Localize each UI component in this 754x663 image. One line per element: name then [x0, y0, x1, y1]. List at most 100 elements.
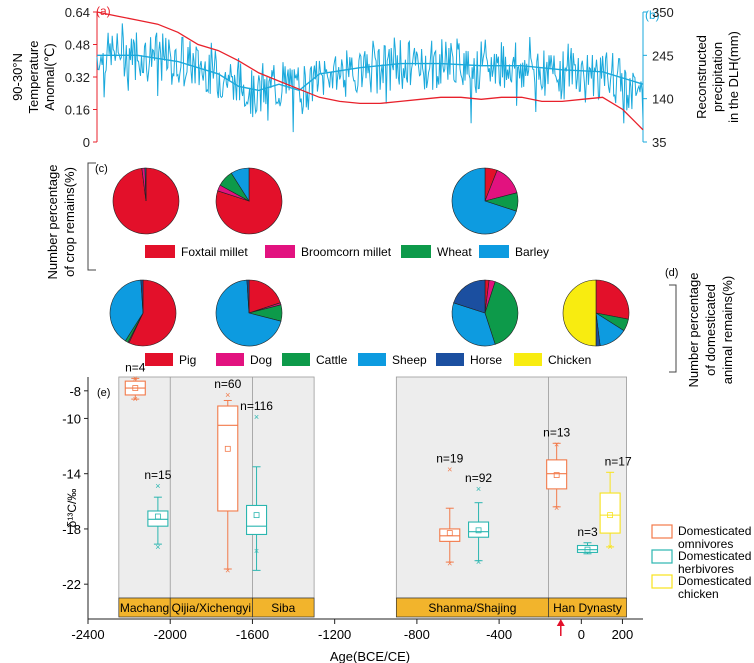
isotope-axes: -8 -10 -14 -18 -22 -2400 -2000 -1600 -1200 -800 -4…: [62, 377, 643, 642]
period-label: Han Dynasty: [553, 601, 622, 615]
box-body: [439, 528, 461, 542]
box-n-label: n=17: [605, 454, 632, 468]
crop-axis-title-line: of crop remains(%): [62, 167, 77, 277]
crop-legend-swatch: [145, 245, 175, 258]
age-tick-label: -1200: [318, 627, 351, 642]
box-n-label: n=13: [543, 425, 570, 439]
box-mean: [253, 512, 260, 519]
isotope-legend-label: Domesticated: [678, 524, 751, 538]
period-shading-band: [118, 376, 315, 599]
isotope-legend-label: Domesticated: [678, 574, 751, 588]
pie-slice: [451, 302, 496, 347]
precipitation-tick-label: 245: [652, 48, 674, 63]
boxplot-herbivores: ××n=92: [465, 471, 492, 567]
panel-c-label: (c): [95, 163, 108, 175]
crop-legend-label: Barley: [515, 245, 549, 259]
animal-legend-label: Dog: [250, 353, 272, 367]
crop-legend-label: Broomcorn millet: [301, 245, 392, 259]
age-tick-label: -2400: [71, 627, 104, 642]
crop-pie-2: [215, 167, 283, 235]
box-body: [246, 504, 268, 536]
box-body: [217, 405, 239, 512]
animal-axis-title-line: animal remains(%): [720, 276, 735, 384]
panel-a-label: (a): [96, 4, 111, 18]
boxplot-herbivores: ××n=15: [144, 468, 171, 552]
box-mean: [475, 527, 482, 534]
isotope-legend-label: Domesticated: [678, 549, 751, 563]
animal-pie-2: [215, 279, 283, 347]
crop-pie-1: [112, 167, 180, 235]
age-tick-label: -800: [404, 627, 430, 642]
isotope-legend-swatch: [651, 549, 673, 564]
animal-legend-swatch: [514, 353, 542, 366]
box-outlier: ×: [447, 465, 452, 475]
boxplot-herbivores: ××n=116: [240, 399, 273, 571]
pie-slice: [595, 279, 630, 320]
box-outlier: ×: [554, 503, 559, 513]
box-body: [147, 510, 169, 527]
precipitation-tick-label: 350: [652, 5, 674, 20]
box-outlier: ×: [155, 481, 160, 491]
box-body: [546, 459, 568, 490]
animal-legend-label: Pig: [179, 353, 196, 367]
pie-slice: [451, 167, 517, 235]
period-label: Qijia/Xichengyi: [172, 601, 251, 615]
temperature-line: [96, 11, 644, 131]
precipitation-tick-label: 35: [652, 135, 666, 150]
crop-legend-swatch: [479, 245, 509, 258]
crop-legend-swatch: [265, 245, 295, 258]
crop-pie-3: [451, 167, 519, 235]
crop-legend: Foxtail millet Broomcorn millet Wheat Barle…: [145, 245, 549, 259]
animal-legend-label: Cattle: [316, 353, 348, 367]
temperature-axis-title-line: Anomal(℃): [42, 43, 57, 110]
pie-slice: [128, 279, 177, 347]
animal-axis-title-line: Number percentage: [686, 273, 701, 388]
box-outlier: ×: [554, 440, 559, 450]
animal-axis-title: Number percentage of domesticated animal r…: [686, 273, 735, 388]
age-tick-label: -400: [486, 627, 512, 642]
period-segment: [252, 597, 315, 618]
pie-slice: [215, 279, 282, 347]
pie-slice: [144, 167, 147, 202]
panel-e-isotopes: (e) -8-10-14-18-22-2400 -2000 -1600 -1200 -8…: [62, 360, 751, 663]
temperature-tick-label: 0.32: [65, 70, 90, 85]
isotope-tick-label: -10: [62, 411, 81, 426]
panel-b-label: (b): [645, 8, 660, 22]
crop-axis-title-line: Number percentage: [45, 165, 60, 280]
boxplot-omnivores: ××n=60: [214, 377, 241, 575]
animal-legend-swatch: [282, 353, 310, 366]
animal-legend-label: Horse: [470, 353, 502, 367]
panel-ab-climate: (a) (b) 90-30°N Temperature Anomal(℃) Reco…: [10, 4, 741, 150]
isotope-tick-label: -18: [62, 522, 81, 537]
animal-pie-3: [451, 279, 519, 347]
box-mean: [607, 512, 614, 519]
box-outlier: ×: [476, 557, 481, 567]
box-outlier: ×: [155, 542, 160, 552]
crop-axis-title: Number percentage of crop remains(%): [45, 165, 77, 280]
precipitation-trend-line: [97, 54, 644, 92]
boxplot-omnivores: ××n=4: [124, 360, 146, 404]
temperature-tick-label: 0.48: [65, 38, 90, 53]
age-tick-label: -2000: [154, 627, 187, 642]
age-tick-label: 200: [612, 627, 634, 642]
isotope-tick-label: -8: [69, 384, 81, 399]
box-outlier: ×: [225, 565, 230, 575]
isotope-legend-label: herbivores: [678, 562, 734, 576]
boxplots: ××n=4××n=15××n=60××n=116××n=19××n=92××n=…: [124, 360, 632, 575]
precipitation-axis-title: Reconstructed precipitation in the DLH(mm): [694, 31, 741, 123]
animal-legend-swatch: [358, 353, 386, 366]
pie-slice: [453, 279, 486, 314]
temperature-axis-title: 90-30°N Temperature Anomal(℃): [10, 41, 57, 114]
period-label: Shanma/Shajing: [428, 601, 516, 615]
box-outlier: ×: [133, 373, 138, 383]
box-body: [468, 521, 490, 538]
isotope-legend-label: chicken: [678, 587, 719, 601]
panel-c-crops: (c) Number percentage of crop remains(%) …: [45, 162, 549, 280]
box-mean: [553, 472, 560, 478]
pie-slice: [246, 279, 250, 314]
pie-slice: [562, 279, 597, 347]
pie-slice: [230, 167, 250, 203]
temperature-tick-label: 0.16: [65, 103, 90, 118]
animal-legend: Pig Dog Cattle Sheep Horse Chicken: [145, 353, 591, 367]
boxplot-omnivores: ××n=13: [543, 425, 570, 513]
